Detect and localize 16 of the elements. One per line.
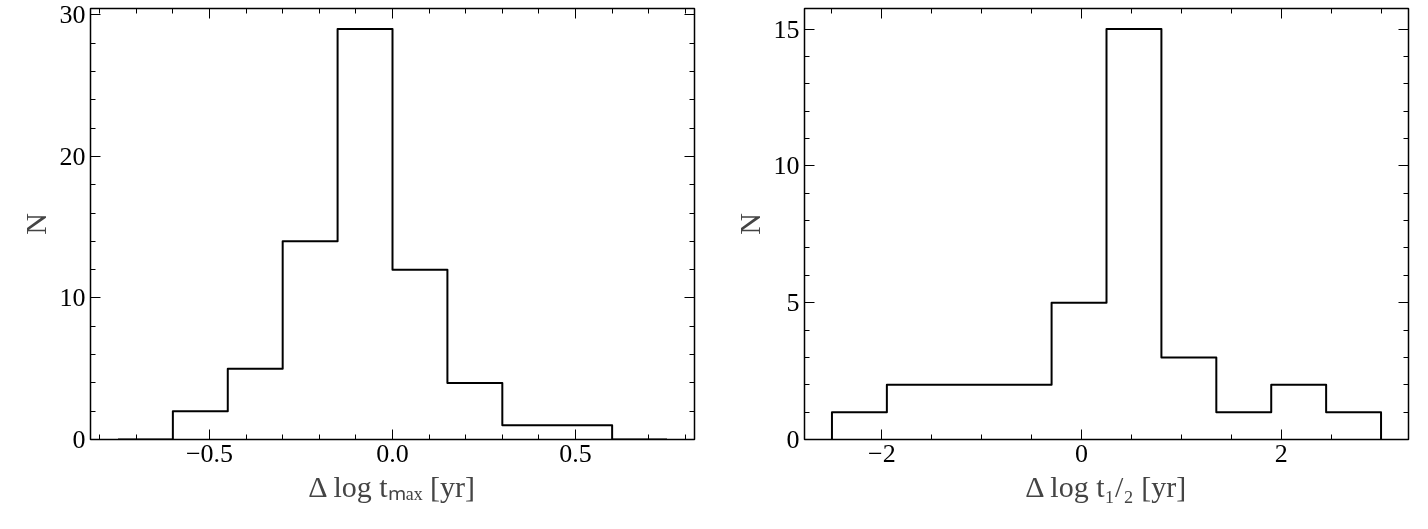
y-tick-label: 10 (773, 151, 800, 181)
y-tick-label: 10 (59, 283, 86, 313)
x-tick-label: 2 (1274, 438, 1288, 468)
y-tick-label: 20 (59, 141, 86, 171)
y-axis-title: N (18, 213, 52, 235)
y-tick-label: 30 (59, 0, 86, 30)
x-tick-label: 0 (1075, 438, 1089, 468)
y-tick-label: 15 (773, 14, 800, 44)
x-tick-label: −2 (868, 438, 896, 468)
x-tick-label: −0.5 (185, 438, 234, 468)
x-axis-title: Δ log t₁/₂ [yr] (1025, 469, 1187, 503)
y-tick-label: 5 (786, 288, 800, 318)
y-axis-title: N (732, 213, 766, 235)
x-tick-label: 0.5 (559, 438, 592, 468)
x-axis-title: Δ log tₘₐₓ [yr] (308, 469, 476, 503)
x-tick-label: 0.0 (376, 438, 409, 468)
